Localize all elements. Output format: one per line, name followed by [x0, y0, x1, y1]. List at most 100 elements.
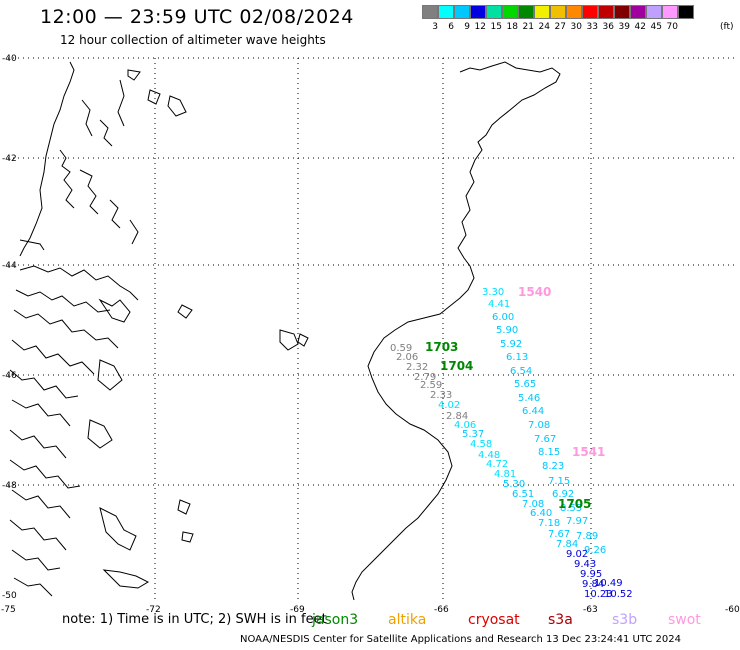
legend-swatch [550, 5, 566, 19]
lat-label: -40 [2, 54, 17, 64]
swh-value: 6.54 [510, 366, 532, 377]
coastlines [9, 61, 561, 601]
swh-value: 3.30 [482, 287, 504, 298]
legend-swatch [502, 5, 518, 19]
lon-label: -72 [146, 605, 161, 615]
satellite-label: swot [668, 612, 701, 628]
coast-fragment [97, 359, 123, 391]
coast-fragment [9, 519, 67, 551]
swh-value: 6.44 [522, 406, 544, 417]
swh-value: 10.23 [584, 589, 613, 600]
swh-value: 4.02 [438, 400, 460, 411]
swh-value: 9.84 [582, 579, 604, 590]
legend-label: 6 [448, 22, 454, 32]
swh-value: 2.84 [446, 411, 468, 422]
swh-value: 6.40 [530, 508, 552, 519]
coast-fragment [147, 89, 161, 105]
coast-fragment [11, 339, 95, 375]
legend-swatch [598, 5, 614, 19]
coast-fragment [13, 309, 119, 349]
swh-value-labels: 3.304.41 6.00 5.90 5.92 6.13 6.54 5.65 5.46 6.44… [390, 287, 633, 600]
coast-fragment [11, 489, 71, 519]
legend-label: 36 [602, 22, 614, 32]
legend-label: 70 [666, 22, 678, 32]
coast-fragment [117, 79, 125, 127]
swh-value: 6.00 [492, 312, 514, 323]
coast-fragment [109, 199, 121, 229]
swh-value: 7.67 [548, 529, 570, 540]
coast-fragment [102, 569, 150, 589]
lat-label: -44 [2, 261, 17, 271]
swh-value: 7.84 [556, 539, 578, 550]
lon-label: -60 [725, 605, 740, 615]
swh-value: 0.59 [390, 343, 412, 354]
lon-label: -66 [434, 605, 449, 615]
legend-label: 21 [522, 22, 534, 32]
satellite-label: s3b [612, 612, 638, 628]
swh-value: 7.18 [538, 518, 560, 529]
legend-label: 33 [586, 22, 598, 32]
graticule [8, 57, 735, 600]
swh-value: 7.08 [528, 420, 550, 431]
legend-label: 45 [650, 22, 662, 32]
swh-value: 4.58 [470, 439, 492, 450]
satellite-label: cryosat [468, 612, 520, 628]
legend-labels: 3 6 9 12 15 18 21 24 27 30 33 36 39 42 45 70 [422, 22, 694, 32]
coast-fragment [129, 219, 139, 245]
legend-swatch [470, 5, 486, 19]
latitude-labels: -40 -42 -44 -46 -48 -50 [2, 54, 17, 601]
legend-label: 39 [618, 22, 630, 32]
coast-fragment [87, 419, 113, 449]
pass-time-label: 1540 [518, 285, 551, 299]
legend-swatch [566, 5, 582, 19]
swh-value: 5.37 [462, 429, 484, 440]
chile-coastline [19, 61, 75, 257]
lat-label: -50 [2, 591, 17, 601]
legend-swatch [662, 5, 678, 19]
legend-label: 24 [538, 22, 550, 32]
coast-fragment [127, 69, 141, 81]
swh-value: 7.08 [522, 499, 544, 510]
legend-label: 12 [474, 22, 486, 32]
swh-value: 4.72 [486, 459, 508, 470]
coast-fragment [9, 369, 79, 399]
coast-fragment [59, 149, 75, 209]
legend-swatch [422, 5, 438, 19]
satellite-label: s3a [548, 612, 573, 628]
coast-fragment [167, 95, 187, 117]
swh-value: 4.81 [494, 469, 516, 480]
coast-fragment [279, 329, 299, 351]
color-legend: 3 6 9 12 15 18 21 24 27 30 33 36 39 42 45 70 (ft) [422, 5, 734, 32]
swh-value: 9.02 [566, 549, 588, 560]
swh-value: 6.13 [506, 352, 528, 363]
coast-fragment [99, 119, 113, 147]
swh-value: 8.55 [560, 503, 582, 514]
pass-time-label: 1704 [440, 359, 473, 373]
coast-fragment [297, 333, 309, 347]
swh-value: 7.15 [548, 476, 570, 487]
legend-swatch [534, 5, 550, 19]
coast-fragment [11, 399, 71, 427]
coast-fragment [177, 499, 191, 515]
coast-fragment [99, 507, 137, 551]
legend-swatch [630, 5, 646, 19]
swh-value: 6.51 [512, 489, 534, 500]
swh-value: 10.49 [594, 578, 623, 589]
legend-label: 15 [490, 22, 502, 32]
swh-value: 7.97 [566, 516, 588, 527]
swh-value: 7.67 [534, 434, 556, 445]
swh-value: 5.30 [503, 479, 525, 490]
swh-value: 10.52 [604, 589, 633, 600]
pass-time-labels: 1540 1703 1704 1541 1705 [425, 285, 605, 511]
swh-value: 5.65 [514, 379, 536, 390]
legend-swatches [422, 5, 694, 19]
legend-swatch [438, 5, 454, 19]
legend-swatch [614, 5, 630, 19]
coast-fragment [177, 304, 193, 319]
legend-label: 3 [432, 22, 438, 32]
legend-swatch [518, 5, 534, 19]
swh-value: 5.46 [518, 393, 540, 404]
lon-label: -75 [1, 605, 16, 615]
swh-value: 8.15 [538, 447, 560, 458]
